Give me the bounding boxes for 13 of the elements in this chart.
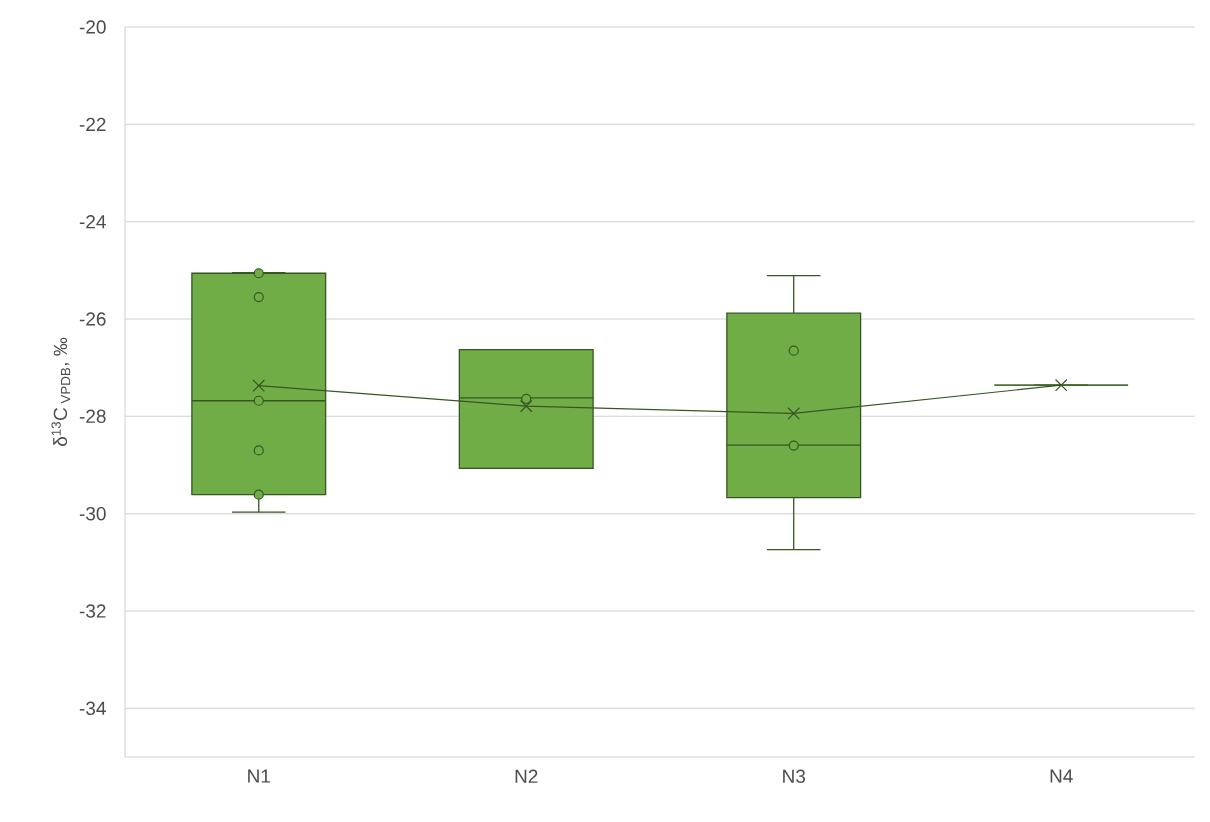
x-tick-label: N1 <box>248 769 270 783</box>
y-tick-label: -26 <box>79 312 106 326</box>
y-tick-label: -28 <box>79 409 106 424</box>
y-axis-title: δ$^{13}$C $_{VPDB}$, ‰ <box>51 337 71 446</box>
x-tick-label: N3 <box>783 769 806 783</box>
x-tick-label: N4 <box>1050 769 1073 783</box>
y-tick-label: -32 <box>79 604 106 618</box>
y-tick-label: -20 <box>79 20 106 34</box>
y-tick-label: -22 <box>79 117 106 131</box>
x-tick-label: N2 <box>515 769 538 783</box>
y-tick-label: -30 <box>79 506 106 521</box>
y-tick-label: -34 <box>79 701 106 716</box>
y-tick-label: -24 <box>79 215 106 229</box>
